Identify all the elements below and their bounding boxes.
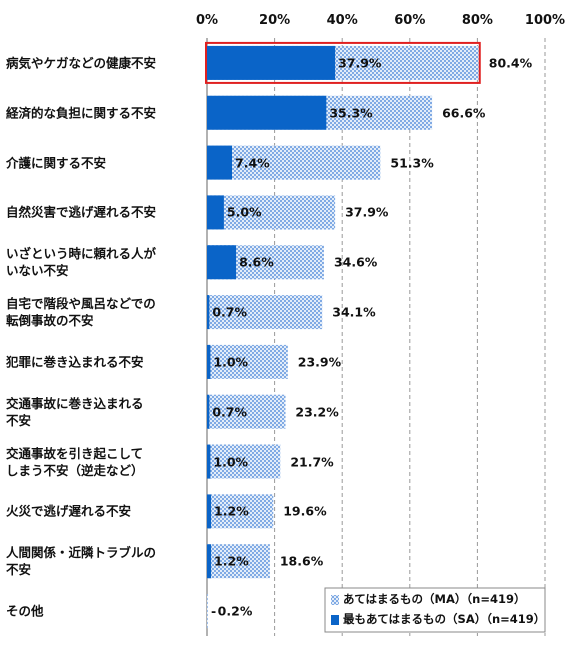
legend-label: 最もあてはまるもの（SA）（n=419）: [343, 612, 546, 626]
category-label: 火災で逃げ遅れる不安: [6, 503, 132, 519]
bar: [207, 145, 233, 180]
bar: [207, 444, 281, 479]
category-label: 介護に関する不安: [6, 155, 107, 171]
value-label: 5.0%: [226, 204, 262, 220]
bar: [207, 444, 211, 479]
bar: [207, 394, 286, 429]
legend-label: あてはまるもの（MA）（n=419）: [343, 592, 526, 606]
value-label: 0.2%: [217, 603, 253, 619]
category-label: 病気やケガなどの健康不安: [6, 55, 157, 71]
value-label: 35.3%: [329, 105, 373, 121]
x-tick-label: 60%: [394, 13, 426, 28]
value-label: 80.4%: [488, 55, 533, 71]
bar: [207, 195, 336, 230]
bar: [207, 344, 288, 379]
bar: [207, 494, 274, 529]
bar: [207, 95, 327, 130]
value-label: 1.2%: [214, 503, 249, 519]
value-label: 18.6%: [279, 553, 324, 569]
bar: [207, 145, 381, 180]
bar: [207, 295, 323, 330]
category-label: いざという時に頼れる人が いない不安: [6, 246, 157, 279]
category-label: 犯罪に巻き込まれる不安: [6, 354, 144, 370]
value-label: 1.0%: [213, 354, 249, 370]
legend-swatch: [331, 615, 339, 625]
bar: [207, 295, 210, 330]
bar: [207, 594, 208, 629]
category-label: 交通事故を引き起こして しまう不安（逆走など）: [6, 445, 144, 478]
x-tick-label: 80%: [461, 13, 493, 28]
value-label: 37.9%: [338, 55, 382, 71]
value-label: 21.7%: [290, 454, 334, 470]
value-label: 37.9%: [345, 204, 389, 220]
x-tick-label: 40%: [326, 13, 358, 28]
category-label: 人間関係・近隣トラブルの 不安: [6, 545, 157, 578]
value-label: 7.4%: [235, 155, 270, 171]
value-label: 66.6%: [442, 105, 486, 121]
bar: [207, 544, 270, 579]
x-tick-label: 0%: [195, 13, 219, 28]
bar: [207, 394, 210, 429]
x-tick-label: 20%: [259, 13, 291, 28]
value-label: 1.0%: [213, 454, 249, 470]
bar: [207, 45, 336, 80]
category-label: 交通事故に巻き込まれる 不安: [6, 395, 144, 428]
value-label: 34.6%: [333, 254, 378, 270]
category-label: 自宅で階段や風呂などでの 転倒事故の不安: [6, 296, 156, 329]
value-label: 19.6%: [283, 503, 327, 519]
bar: [207, 195, 224, 230]
category-label: 自然災害で逃げ遅れる不安: [6, 204, 157, 220]
category-label: その他: [6, 603, 44, 619]
bar: [207, 344, 211, 379]
x-tick-label: 100%: [524, 13, 566, 28]
value-label: 0.7%: [212, 304, 248, 320]
value-label: 23.9%: [297, 354, 342, 370]
bar: [207, 494, 212, 529]
legend-box: [324, 587, 546, 633]
category-label: 経済的な負担に関する不安: [6, 105, 157, 121]
value-label: 1.2%: [214, 553, 249, 569]
bar: [207, 245, 237, 280]
bar: [207, 544, 212, 579]
value-label: -: [211, 603, 217, 619]
highlight-box: [205, 41, 481, 84]
value-label: 51.3%: [390, 155, 434, 171]
value-label: 23.2%: [295, 404, 339, 420]
legend-swatch: [331, 595, 339, 605]
value-label: 8.6%: [239, 254, 274, 270]
value-label: 0.7%: [212, 404, 248, 420]
value-label: 34.1%: [332, 304, 376, 320]
